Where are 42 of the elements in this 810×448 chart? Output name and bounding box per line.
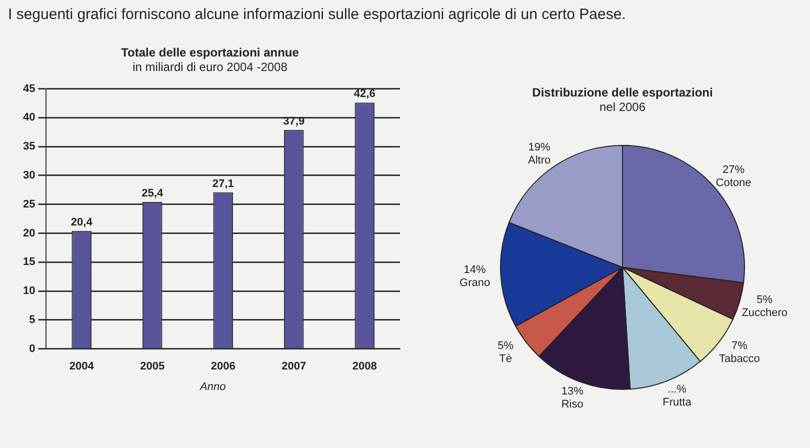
slice-label: Frutta — [662, 396, 692, 409]
chart-title: Distribuzione delle esportazioni — [532, 86, 713, 100]
y-tick-label: 30 — [22, 170, 36, 182]
y-tick-label: 25 — [22, 198, 36, 210]
data-label: 5% — [756, 294, 773, 306]
data-label: ...% — [668, 384, 687, 396]
data-label: 14% — [464, 264, 486, 276]
data-label: 25,4 — [142, 188, 164, 200]
slice-label: Tè — [499, 353, 512, 366]
data-label: 27,1 — [212, 178, 234, 190]
chart-subtitle: nel 2006 — [599, 100, 646, 114]
y-tick-label: 5 — [29, 314, 36, 326]
data-label: 5% — [498, 340, 514, 352]
slice-label: Grano — [460, 277, 490, 290]
y-tick-label: 35 — [22, 140, 36, 153]
y-tick-label: 10 — [22, 285, 36, 298]
slice-label: Altro — [528, 154, 551, 166]
data-label: 19% — [528, 141, 551, 154]
data-label: 37,9 — [283, 115, 305, 128]
y-tick-label: 0 — [29, 342, 36, 355]
x-tick-label: 2008 — [352, 360, 377, 372]
y-tick-label: 20 — [22, 227, 36, 240]
slice-label: Zucchero — [742, 306, 788, 319]
chart-title: Totale delle esportazioni annue — [121, 46, 300, 60]
x-tick-label: 2005 — [140, 360, 165, 372]
slice-label: Riso — [561, 398, 584, 410]
text: I seguenti grafici forniscono alcune informazioni sulle esportazioni agricole di un certo Paese. — [8, 6, 626, 23]
x-tick-label: 2006 — [210, 360, 236, 372]
y-tick-label: 15 — [22, 256, 36, 268]
y-tick-label: 45 — [22, 82, 36, 95]
slice-label: Cotone — [716, 177, 752, 190]
slice-label: Tabacco — [718, 353, 760, 366]
data-label: 20,4 — [70, 216, 94, 228]
x-tick-label: 2004 — [69, 360, 95, 372]
chart-subtitle: in miliardi di euro 2004 -2008 — [132, 60, 288, 74]
x-axis-title: Anno — [200, 381, 226, 393]
data-label: 27% — [722, 164, 745, 176]
data-label: 42,6 — [354, 88, 376, 100]
y-tick-label: 40 — [22, 112, 36, 124]
x-tick-label: 2007 — [282, 360, 306, 372]
data-label: 7% — [731, 340, 748, 352]
data-label: 13% — [561, 385, 584, 398]
